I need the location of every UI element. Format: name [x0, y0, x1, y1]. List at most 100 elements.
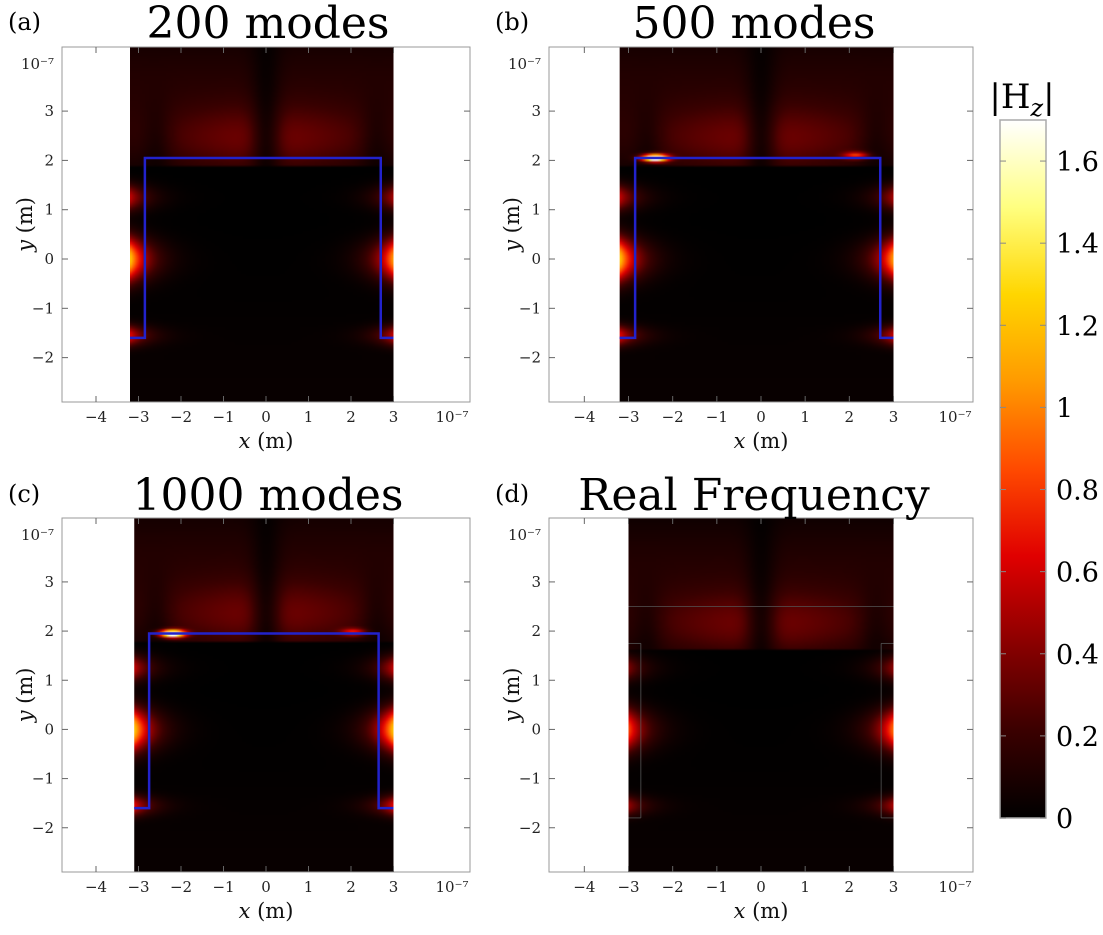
y-tick-label: 3 — [531, 573, 541, 591]
x-tick-label: −4 — [573, 408, 595, 426]
colorbar-tick-label: 1.2 — [1056, 311, 1099, 342]
x-tick-label: −2 — [170, 878, 192, 896]
x-scale-label: 10⁻⁷ — [938, 878, 971, 896]
y-axis-label: y (m) — [13, 668, 37, 724]
x-tick-label: 0 — [261, 878, 271, 896]
colorbar-tick-label: 0.6 — [1056, 558, 1099, 589]
x-tick-label: 3 — [889, 878, 899, 896]
x-tick-label: 3 — [389, 408, 399, 426]
field-heatmap — [628, 518, 894, 872]
y-tick-label: 2 — [44, 622, 54, 640]
x-tick-label: 0 — [261, 408, 271, 426]
panel-label: (b) — [495, 8, 529, 36]
x-scale-label: 10⁻⁷ — [435, 408, 468, 426]
y-tick-label: 0 — [531, 250, 541, 268]
colorbar-tick-label: 1 — [1056, 393, 1073, 424]
panel-c: −4 −3 −2 −1 0 1 2 3 10⁻⁷ −2 −1 0 1 2 3 10⁻⁷ x (m) y (m) (c… — [8, 470, 471, 923]
panel-b: −4 −3 −2 −1 0 1 2 3 10⁻⁷ −2 −1 0 1 2 3 10⁻⁷ x (m) y (m) (b… — [495, 0, 974, 453]
colorbar-tick-label: 1.6 — [1056, 147, 1099, 178]
y-scale-label: 10⁻⁷ — [508, 55, 541, 73]
y-tick-label: 2 — [531, 151, 541, 169]
y-tick-label: 2 — [531, 622, 541, 640]
y-scale-label: 10⁻⁷ — [508, 526, 541, 544]
x-tick-label: 1 — [304, 408, 314, 426]
structure-outline — [130, 156, 394, 340]
x-tick-label: −3 — [127, 408, 149, 426]
y-tick-label: −2 — [519, 819, 541, 837]
y-tick-label: −2 — [32, 349, 54, 367]
panel-title: 500 modes — [633, 0, 876, 49]
panel-label: (a) — [8, 8, 41, 36]
y-tick-label: −1 — [519, 299, 541, 317]
x-tick-label: 1 — [800, 878, 810, 896]
panel-title: Real Frequency — [578, 470, 930, 521]
x-tick-label: 0 — [756, 408, 766, 426]
x-axis-label: x (m) — [734, 899, 789, 923]
x-scale-label: 10⁻⁷ — [435, 878, 468, 896]
y-tick-label: 1 — [531, 671, 541, 689]
panel-label: (d) — [495, 480, 529, 508]
y-tick-label: 2 — [44, 151, 54, 169]
y-tick-label: 0 — [44, 250, 54, 268]
colorbar-tick-label: 1.4 — [1056, 229, 1099, 260]
y-tick-label: 0 — [531, 720, 541, 738]
y-tick-label: −2 — [32, 819, 54, 837]
y-tick-label: 3 — [531, 102, 541, 120]
x-tick-label: 3 — [389, 878, 399, 896]
y-axis-label: y (m) — [13, 197, 37, 253]
panel-a: −4 −3 −2 −1 0 1 2 3 10⁻⁷ −2 −1 0 1 2 3 10⁻⁷ x (m) y (m) (a… — [8, 0, 471, 453]
panel-d: −4 −3 −2 −1 0 1 2 3 10⁻⁷ −2 −1 0 1 2 3 10⁻⁷ x (m) y (m) (d… — [495, 470, 974, 923]
panel-title: 1000 modes — [133, 470, 404, 521]
x-tick-label: −4 — [85, 408, 107, 426]
y-tick-label: 1 — [44, 201, 54, 219]
colorbar-gradient — [999, 119, 1047, 819]
x-tick-label: 3 — [889, 408, 899, 426]
x-tick-label: −2 — [662, 878, 684, 896]
y-tick-label: −1 — [32, 299, 54, 317]
colorbar-tick-label: 0.2 — [1056, 722, 1099, 753]
colorbar-tick-label: 0 — [1056, 804, 1073, 835]
y-tick-label: 3 — [44, 102, 54, 120]
colorbar-label: |Hz| — [989, 77, 1054, 122]
x-tick-label: −3 — [617, 878, 639, 896]
x-tick-label: 2 — [845, 408, 855, 426]
x-tick-label: −1 — [212, 408, 234, 426]
y-tick-label: −1 — [32, 770, 54, 788]
x-tick-label: 1 — [800, 408, 810, 426]
x-scale-label: 10⁻⁷ — [938, 408, 971, 426]
colorbar-tick-label: 0.8 — [1056, 476, 1099, 507]
x-tick-label: 2 — [346, 878, 356, 896]
structure-outline — [619, 156, 894, 340]
y-tick-label: −2 — [519, 349, 541, 367]
x-tick-label: −1 — [706, 878, 728, 896]
panel-title: 200 modes — [147, 0, 390, 49]
x-tick-label: 0 — [756, 878, 766, 896]
x-tick-label: −3 — [127, 878, 149, 896]
x-axis-label: x (m) — [239, 429, 294, 453]
y-tick-label: 0 — [44, 720, 54, 738]
x-tick-label: −4 — [573, 878, 595, 896]
x-axis-label: x (m) — [239, 899, 294, 923]
panel-label: (c) — [8, 480, 40, 508]
y-scale-label: 10⁻⁷ — [21, 526, 54, 544]
x-axis-label: x (m) — [734, 429, 789, 453]
y-tick-label: 3 — [44, 573, 54, 591]
x-tick-label: −2 — [170, 408, 192, 426]
x-tick-label: 1 — [304, 878, 314, 896]
y-scale-label: 10⁻⁷ — [21, 55, 54, 73]
colorbar: 0 0.2 0.4 0.6 0.8 1 1.2 1.4 1.6 |Hz| — [989, 77, 1099, 835]
structure-outline — [134, 632, 394, 810]
x-tick-label: 2 — [346, 408, 356, 426]
y-tick-label: 1 — [44, 671, 54, 689]
y-tick-label: −1 — [519, 770, 541, 788]
field-heatmap — [619, 47, 894, 402]
field-heatmap — [130, 47, 394, 402]
field-heatmap — [134, 518, 394, 872]
x-tick-label: −2 — [662, 408, 684, 426]
y-axis-label: y (m) — [500, 668, 524, 724]
y-tick-label: 1 — [531, 201, 541, 219]
x-tick-label: 2 — [845, 878, 855, 896]
x-tick-label: −4 — [85, 878, 107, 896]
x-tick-label: −3 — [617, 408, 639, 426]
